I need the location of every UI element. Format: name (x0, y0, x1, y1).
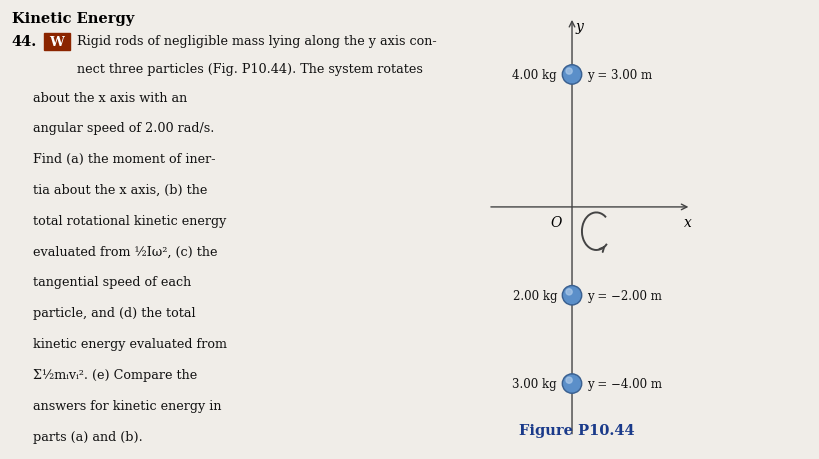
Text: nect three particles (Fig. P10.44). The system rotates: nect three particles (Fig. P10.44). The … (77, 63, 423, 76)
Text: Σ½mᵢvᵢ². (e) Compare the: Σ½mᵢvᵢ². (e) Compare the (34, 368, 197, 381)
Circle shape (563, 375, 581, 392)
Text: 4.00 kg: 4.00 kg (513, 69, 557, 82)
Text: O: O (551, 215, 563, 230)
Text: Kinetic Energy: Kinetic Energy (11, 11, 134, 25)
Circle shape (563, 67, 581, 84)
Text: W: W (50, 35, 65, 49)
Circle shape (566, 377, 572, 383)
Circle shape (566, 289, 572, 295)
FancyBboxPatch shape (44, 34, 70, 50)
Text: y = 3.00 m: y = 3.00 m (587, 69, 652, 82)
Text: y = −4.00 m: y = −4.00 m (587, 377, 662, 390)
Text: evaluated from ½Iω², (c) the: evaluated from ½Iω², (c) the (34, 245, 218, 258)
Circle shape (563, 374, 581, 393)
Text: 3.00 kg: 3.00 kg (513, 377, 557, 390)
Text: Find (a) the moment of iner-: Find (a) the moment of iner- (34, 153, 216, 166)
Text: x: x (684, 215, 692, 230)
Text: answers for kinetic energy in: answers for kinetic energy in (34, 399, 222, 412)
Circle shape (566, 69, 572, 75)
Text: about the x axis with an: about the x axis with an (34, 91, 188, 104)
Text: tia about the x axis, (b) the: tia about the x axis, (b) the (34, 184, 208, 196)
Text: Figure P10.44: Figure P10.44 (518, 423, 634, 437)
Text: parts (a) and (b).: parts (a) and (b). (34, 430, 143, 442)
Text: tangential speed of each: tangential speed of each (34, 276, 192, 289)
Text: angular speed of 2.00 rad/s.: angular speed of 2.00 rad/s. (34, 122, 215, 135)
Circle shape (563, 287, 581, 304)
Text: 44.: 44. (11, 34, 37, 48)
Circle shape (563, 286, 581, 305)
Text: 2.00 kg: 2.00 kg (513, 289, 557, 302)
Circle shape (563, 66, 581, 85)
Text: y: y (575, 20, 583, 34)
Text: Rigid rods of negligible mass lying along the y axis con-: Rigid rods of negligible mass lying alon… (77, 34, 437, 47)
Text: kinetic energy evaluated from: kinetic energy evaluated from (34, 337, 228, 350)
Text: y = −2.00 m: y = −2.00 m (587, 289, 662, 302)
Text: total rotational kinetic energy: total rotational kinetic energy (34, 214, 227, 227)
Text: particle, and (d) the total: particle, and (d) the total (34, 307, 196, 319)
